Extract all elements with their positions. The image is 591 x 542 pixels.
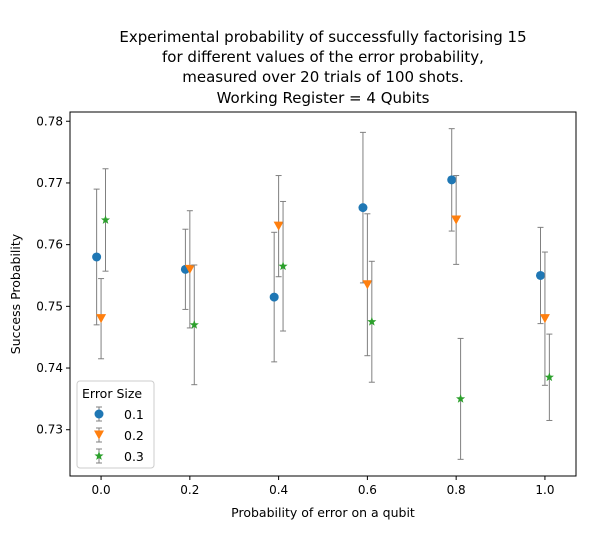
legend-items: 0.1 0.2 0.3 [94,406,144,464]
y-tick-label: 0.76 [36,238,63,252]
y-tick-label: 0.77 [36,176,63,190]
x-tick-label: 0.8 [447,483,466,497]
x-axis-label: Probability of error on a qubit [231,505,415,520]
legend-marker-0.1 [94,409,104,419]
data-point-0.2-5 [539,314,550,324]
data-point-0.1-4 [447,175,457,185]
plot-area [92,128,554,460]
x-tick-label: 0.6 [358,483,377,497]
data-point-0.3-3 [367,316,377,326]
chart-title-line-2: for different values of the error probab… [162,48,484,66]
x-tick-label: 0.0 [92,483,111,497]
data-point-0.1-5 [535,270,545,280]
series-0.1 [92,128,545,363]
series-0.3 [100,168,554,460]
x-tick-label: 0.2 [180,483,199,497]
data-point-0.1-0 [92,252,102,262]
x-tick-label: 0.4 [269,483,288,497]
y-tick-label: 0.78 [36,114,63,128]
x-tick-label: 1.0 [535,483,554,497]
data-point-0.2-1 [184,264,195,274]
y-tick-label: 0.74 [36,361,63,375]
legend-marker-0.2 [94,430,104,440]
data-point-0.3-0 [100,215,111,224]
data-point-0.2-4 [451,215,462,225]
legend-title: Error Size [82,386,142,401]
data-point-0.3-2 [278,261,288,271]
data-point-0.2-0 [96,314,107,324]
y-tick-label: 0.75 [36,299,63,313]
data-point-0.1-3 [358,203,368,213]
chart-title-line-4: Working Register = 4 Qubits [217,89,430,107]
chart-title-line-1: Experimental probability of successfully… [119,28,526,46]
data-point-0.1-2 [269,292,279,302]
legend-frame [76,380,155,469]
legend-label-0.1: 0.1 [124,407,144,422]
legend-label-0.3: 0.3 [124,449,144,464]
legend: Error Size 0.1 0.2 0.3 [76,380,155,469]
y-axis-label: Success Probability [8,233,23,354]
y-tick-label: 0.73 [36,423,63,437]
data-point-0.2-3 [362,280,373,290]
data-point-0.2-2 [273,221,284,231]
plot-frame [69,111,577,477]
data-point-0.3-5 [544,372,554,382]
axis-ticks: 0.0 0.2 0.4 0.6 0.8 1.0 0.73 0.74 0.75 0.76 0.77 0.… [36,114,554,497]
chart-title-line-3: measured over 20 trials of 100 shots. [182,68,464,86]
data-point-0.3-4 [456,394,466,403]
legend-marker-0.3 [94,451,104,460]
data-point-0.3-1 [189,320,199,329]
legend-label-0.2: 0.2 [124,428,144,443]
